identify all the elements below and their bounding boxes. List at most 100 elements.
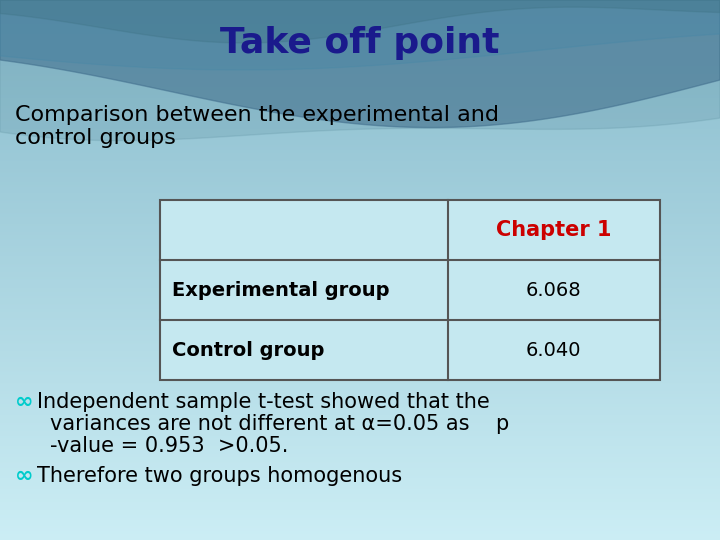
Bar xyxy=(0,440,720,441)
Bar xyxy=(0,311,720,312)
Bar xyxy=(0,251,720,252)
Bar xyxy=(0,389,720,390)
Bar xyxy=(0,392,720,393)
Bar xyxy=(0,510,720,511)
Text: Comparison between the experimental and
control groups: Comparison between the experimental and … xyxy=(15,105,499,148)
Bar xyxy=(0,45,720,46)
Bar xyxy=(0,129,720,130)
Bar xyxy=(0,419,720,420)
Bar xyxy=(0,468,720,469)
Bar xyxy=(0,303,720,304)
Bar xyxy=(0,387,720,388)
Bar xyxy=(0,409,720,410)
Bar xyxy=(0,58,720,59)
Text: variances are not different at α=0.05 as    p: variances are not different at α=0.05 as… xyxy=(50,414,509,434)
Bar xyxy=(0,204,720,205)
Bar xyxy=(0,277,720,278)
Bar xyxy=(0,133,720,134)
Bar xyxy=(0,478,720,479)
Bar xyxy=(0,170,720,171)
Bar xyxy=(0,172,720,173)
Bar xyxy=(0,65,720,66)
Bar xyxy=(0,12,720,13)
Bar xyxy=(0,100,720,101)
Bar xyxy=(0,1,720,2)
Bar xyxy=(0,7,720,8)
Bar xyxy=(0,77,720,78)
Bar xyxy=(0,431,720,432)
Bar xyxy=(0,74,720,75)
Bar xyxy=(0,299,720,300)
Bar xyxy=(0,221,720,222)
Bar xyxy=(0,97,720,98)
Bar xyxy=(0,484,720,485)
Bar xyxy=(0,488,720,489)
Bar xyxy=(0,305,720,306)
Bar xyxy=(0,301,720,302)
Bar xyxy=(0,316,720,317)
Bar xyxy=(0,23,720,24)
Bar xyxy=(0,209,720,210)
Bar xyxy=(0,493,720,494)
Bar xyxy=(0,126,720,127)
Bar xyxy=(0,70,720,71)
Bar xyxy=(0,430,720,431)
Bar xyxy=(0,210,720,211)
Bar xyxy=(0,19,720,20)
Bar xyxy=(0,366,720,367)
Bar xyxy=(0,21,720,22)
Bar xyxy=(0,397,720,398)
Bar xyxy=(0,444,720,445)
Bar xyxy=(0,156,720,157)
Bar xyxy=(0,454,720,455)
Bar xyxy=(0,57,720,58)
Bar xyxy=(0,462,720,463)
Bar xyxy=(0,33,720,34)
Bar xyxy=(0,295,720,296)
Bar xyxy=(160,200,660,380)
Bar xyxy=(0,40,720,41)
Bar xyxy=(0,443,720,444)
Bar xyxy=(0,448,720,449)
Bar xyxy=(0,214,720,215)
Bar xyxy=(0,398,720,399)
Bar xyxy=(0,206,720,207)
Bar xyxy=(0,112,720,113)
Bar xyxy=(0,11,720,12)
Bar xyxy=(0,282,720,283)
Bar xyxy=(0,271,720,272)
Bar xyxy=(0,35,720,36)
Bar xyxy=(0,137,720,138)
Bar xyxy=(0,467,720,468)
Bar xyxy=(0,269,720,270)
Bar xyxy=(0,192,720,193)
Bar xyxy=(0,507,720,508)
Bar xyxy=(0,304,720,305)
Bar xyxy=(0,321,720,322)
Bar xyxy=(0,446,720,447)
Bar xyxy=(0,207,720,208)
Bar xyxy=(0,341,720,342)
Bar xyxy=(0,177,720,178)
Bar xyxy=(0,447,720,448)
Bar xyxy=(0,176,720,177)
Bar xyxy=(0,109,720,110)
Bar xyxy=(0,464,720,465)
Bar xyxy=(0,53,720,54)
Bar xyxy=(0,18,720,19)
Bar xyxy=(0,38,720,39)
Bar xyxy=(0,108,720,109)
Bar xyxy=(0,513,720,514)
Bar xyxy=(0,489,720,490)
Bar xyxy=(0,401,720,402)
Bar xyxy=(0,494,720,495)
Bar xyxy=(0,275,720,276)
Bar xyxy=(0,344,720,345)
Bar xyxy=(0,402,720,403)
Bar xyxy=(0,2,720,3)
Bar xyxy=(0,505,720,506)
Bar xyxy=(0,477,720,478)
Bar xyxy=(0,223,720,224)
Bar xyxy=(0,483,720,484)
Text: Experimental group: Experimental group xyxy=(172,280,390,300)
